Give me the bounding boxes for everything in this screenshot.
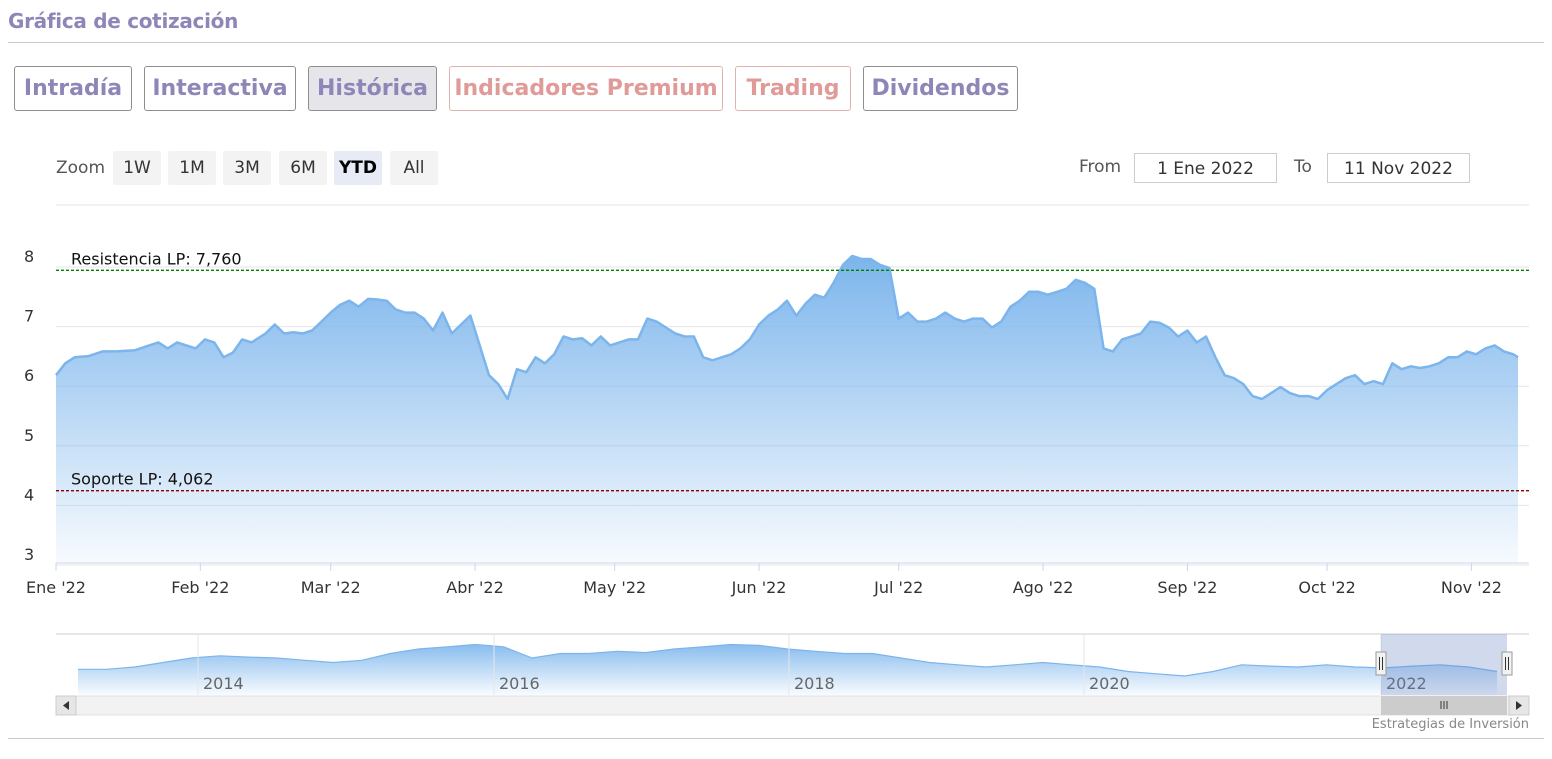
navigator-selection [1381, 634, 1507, 695]
navigator-year-label: 2020 [1089, 674, 1130, 693]
tab-intradia[interactable]: Intradía [14, 66, 132, 111]
y-tick-label: 3 [24, 545, 34, 564]
y-tick-label: 5 [24, 426, 34, 445]
navigator-year-label: 2022 [1386, 674, 1427, 693]
support-label: Soporte LP: 4,062 [71, 470, 214, 489]
arrow-right-icon [1516, 701, 1522, 710]
navigator-year-label: 2014 [203, 674, 244, 693]
zoom-1m-button[interactable]: 1M [168, 151, 216, 185]
arrow-left-icon [63, 701, 69, 710]
navigator-area [78, 644, 1497, 695]
tab-indicadores-premium[interactable]: Indicadores Premium [449, 66, 723, 111]
series-area [56, 256, 1518, 563]
navigator-line [78, 643, 1498, 677]
navigator-handle-right[interactable] [1501, 651, 1513, 676]
x-tick-label: May '22 [583, 578, 646, 597]
navigator-handle-left[interactable] [1375, 651, 1387, 676]
x-tick-label: Oct '22 [1298, 578, 1356, 597]
tab-historica[interactable]: Histórica [308, 66, 437, 111]
y-tick-label: 8 [24, 247, 34, 266]
navigator-year-label: 2016 [499, 674, 540, 693]
scrollbar-track[interactable] [55, 695, 1530, 716]
x-tick-label: Jul '22 [873, 578, 923, 597]
navigator-year-label: 2018 [794, 674, 835, 693]
x-tick-label: Ene '22 [26, 578, 86, 597]
zoom-3m-button[interactable]: 3M [223, 151, 271, 185]
tab-interactiva[interactable]: Interactiva [144, 66, 296, 111]
y-tick-label: 6 [24, 366, 34, 385]
y-tick-label: 7 [24, 307, 34, 326]
page-title: Gráfica de cotización [8, 9, 239, 33]
resistance-label: Resistencia LP: 7,760 [71, 249, 242, 268]
zoom-all-button[interactable]: All [390, 151, 438, 185]
tab-dividendos[interactable]: Dividendos [863, 66, 1018, 111]
zoom-6m-button[interactable]: 6M [279, 151, 327, 185]
range-to-label: To [1294, 157, 1312, 177]
x-tick-label: Mar '22 [301, 578, 361, 597]
credit-text[interactable]: Estrategias de Inversión [1371, 717, 1529, 732]
x-tick-label: Sep '22 [1157, 578, 1217, 597]
range-from-label: From [1079, 157, 1122, 177]
range-to-input[interactable]: 11 Nov 2022 [1327, 153, 1470, 183]
x-tick-label: Nov '22 [1441, 578, 1502, 597]
zoom-label: Zoom [56, 158, 106, 178]
tab-trading[interactable]: Trading [735, 66, 851, 111]
bottom-divider [8, 738, 1544, 739]
x-tick-label: Abr '22 [446, 578, 504, 597]
range-from-input[interactable]: 1 Ene 2022 [1134, 153, 1277, 183]
zoom-1w-button[interactable]: 1W [113, 151, 161, 185]
x-tick-label: Feb '22 [171, 578, 229, 597]
title-divider [8, 42, 1544, 43]
y-tick-label: 4 [24, 485, 34, 504]
x-tick-label: Ago '22 [1013, 578, 1074, 597]
x-tick-label: Jun '22 [731, 578, 787, 597]
series-line [55, 254, 1519, 401]
zoom-ytd-button[interactable]: YTD [334, 151, 382, 185]
